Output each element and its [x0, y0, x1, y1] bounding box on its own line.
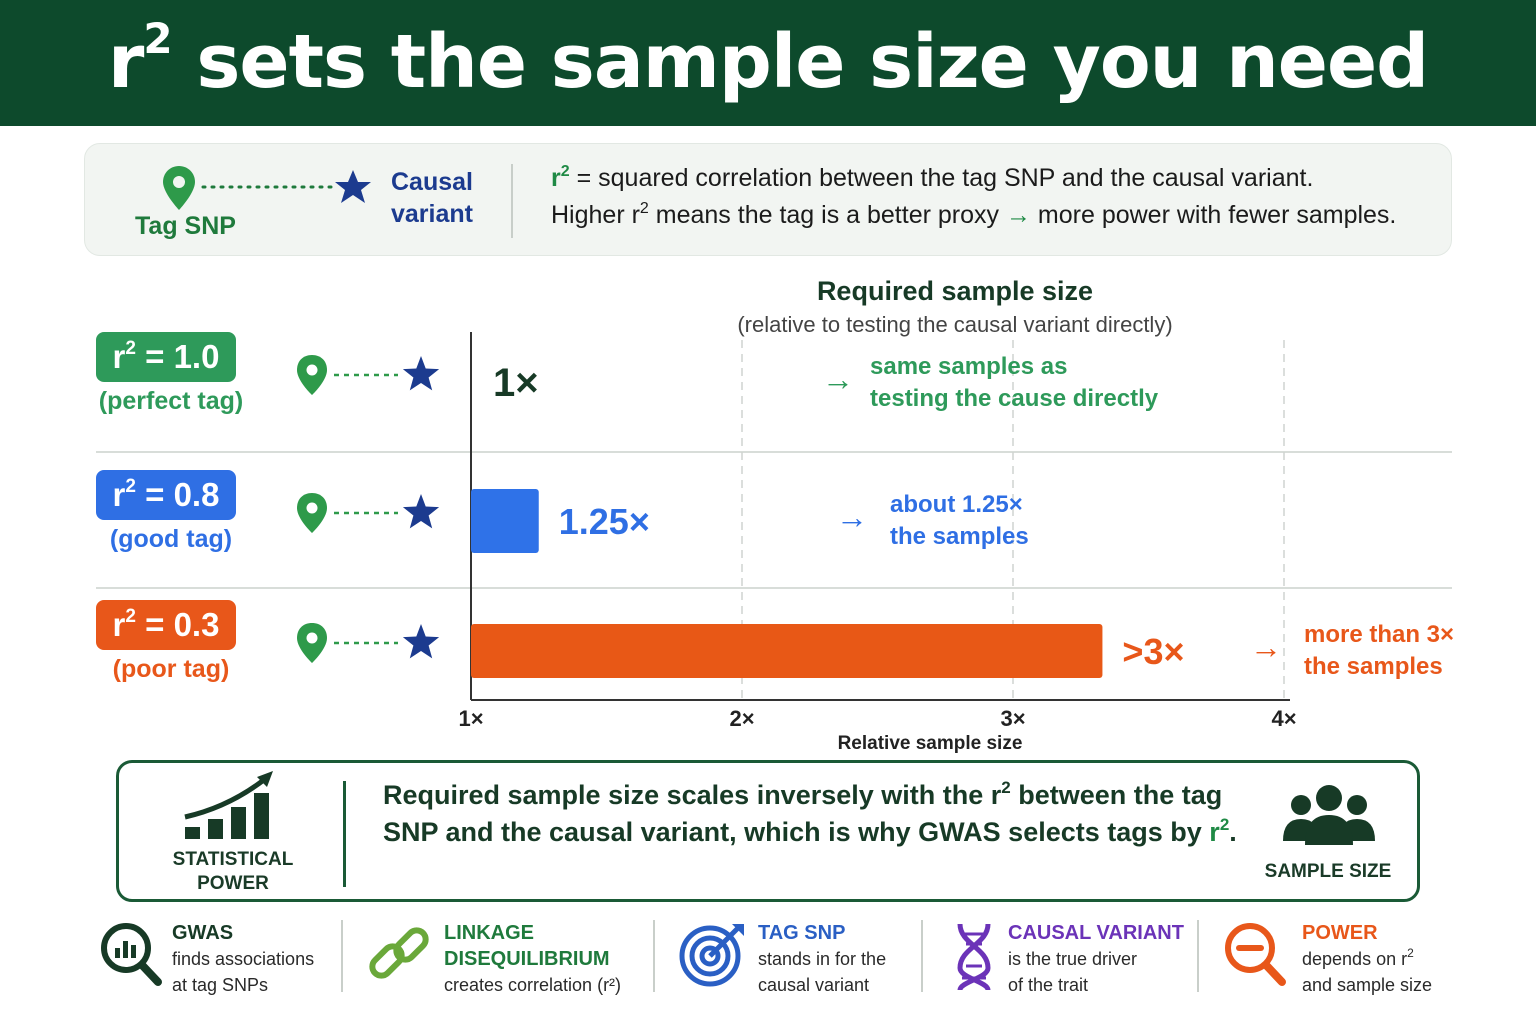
footer-tag-snp-desc-1: stands in for the — [758, 949, 887, 969]
summary-text: Required sample size scales inversely wi… — [383, 778, 1237, 847]
footer-ld-desc: creates correlation (r²) — [444, 975, 622, 995]
header-banner: r2 sets the sample size you need — [0, 0, 1536, 126]
r2-pill-subtitle: (good tag) — [109, 525, 233, 553]
x-tick-label: 2× — [729, 706, 755, 731]
tag-snp-label: Tag SNP — [135, 212, 236, 240]
statistical-power-label: STATISTICAL POWER — [172, 849, 294, 894]
footer-gwas-title: GWAS — [172, 922, 234, 944]
footer-ld-title-1: LINKAGE — [444, 922, 534, 944]
tag-pin-icon — [163, 166, 195, 210]
bar-note: same samples as testing the cause directl… — [870, 353, 1159, 412]
chart-title: Required sample size — [816, 276, 1094, 306]
footer-causal-title: CAUSAL VARIANT — [1008, 922, 1184, 944]
divider — [653, 920, 655, 992]
tag-pin-hole — [306, 502, 318, 514]
footer-ld-title-2: DISEQUILIBRIUM — [444, 948, 610, 970]
bar-value-label: 1.25× — [558, 501, 650, 542]
definition-diagram — [163, 166, 371, 210]
footer-causal-desc-2: of the trait — [1008, 975, 1089, 995]
x-tick-label: 3× — [1000, 706, 1026, 731]
footer-power-desc-2: and sample size — [1302, 975, 1433, 995]
people-group-icon — [1283, 785, 1375, 845]
definition-line-2: Higher r2 means the tag is a better prox… — [551, 200, 1397, 230]
footer-power-title: POWER — [1302, 922, 1378, 944]
bar-note: about 1.25× the samples — [890, 491, 1029, 550]
chain-link-icon — [369, 927, 429, 979]
definition-panel: Tag SNP Causal variant r2 = squared corr… — [84, 143, 1452, 256]
tag-pin-hole — [306, 364, 318, 376]
bar — [471, 489, 539, 553]
arrow-icon: → — [822, 361, 854, 397]
arrow-icon: → — [836, 499, 868, 535]
bar-note: more than 3× the samples — [1304, 621, 1455, 680]
magnifier-chart-icon — [101, 923, 162, 986]
causal-star-icon — [402, 494, 440, 529]
bar — [471, 624, 1103, 678]
dna-icon — [957, 923, 991, 991]
r2-pill: r2 = 0.3 — [96, 600, 236, 650]
r2-pill: r2 = 1.0 — [96, 332, 236, 382]
target-icon — [679, 924, 744, 987]
statistical-power-icon — [184, 771, 273, 839]
divider — [341, 920, 343, 992]
sample-size-label: SAMPLE SIZE — [1264, 861, 1392, 882]
x-axis-label: Relative sample size — [837, 733, 1023, 754]
divider — [921, 920, 923, 992]
footer-tag-snp-desc-2: causal variant — [758, 975, 870, 995]
bar-chart — [96, 332, 1452, 701]
footer-gwas-desc-2: at tag SNPs — [172, 975, 269, 995]
footer-causal-desc-1: is the true driver — [1008, 949, 1138, 969]
x-tick-label: 1× — [458, 706, 484, 731]
page-title: r2 sets the sample size you need — [107, 14, 1429, 106]
chart-subtitle: (relative to testing the causal variant … — [737, 312, 1173, 337]
r2-pill-subtitle: (perfect tag) — [98, 387, 244, 415]
causal-variant-label: Causal variant — [391, 168, 473, 228]
footer-power-desc-1: depends on r2 — [1302, 946, 1414, 969]
bar-value-label: 1× — [493, 361, 539, 405]
r2-pill: r2 = 0.8 — [96, 470, 236, 520]
arrow-icon: → — [1250, 629, 1282, 665]
divider — [511, 164, 513, 238]
causal-star-icon — [402, 624, 440, 659]
tag-pin-hole — [306, 632, 318, 644]
magnifier-minus-icon — [1225, 923, 1286, 986]
footer-tag-snp-title: TAG SNP — [758, 922, 846, 944]
causal-star-icon — [335, 170, 371, 203]
summary-panel: STATISTICAL POWER Required sample size sc… — [116, 760, 1420, 902]
divider — [343, 781, 346, 887]
causal-star-icon — [402, 356, 440, 391]
divider — [1197, 920, 1199, 992]
footer-gwas-desc-1: finds associations — [172, 949, 315, 969]
r2-pill-subtitle: (poor tag) — [112, 655, 230, 683]
bar-value-label: >3× — [1122, 631, 1185, 672]
definition-line-1: r2 = squared correlation between the tag… — [551, 163, 1314, 193]
x-tick-label: 4× — [1271, 706, 1297, 731]
